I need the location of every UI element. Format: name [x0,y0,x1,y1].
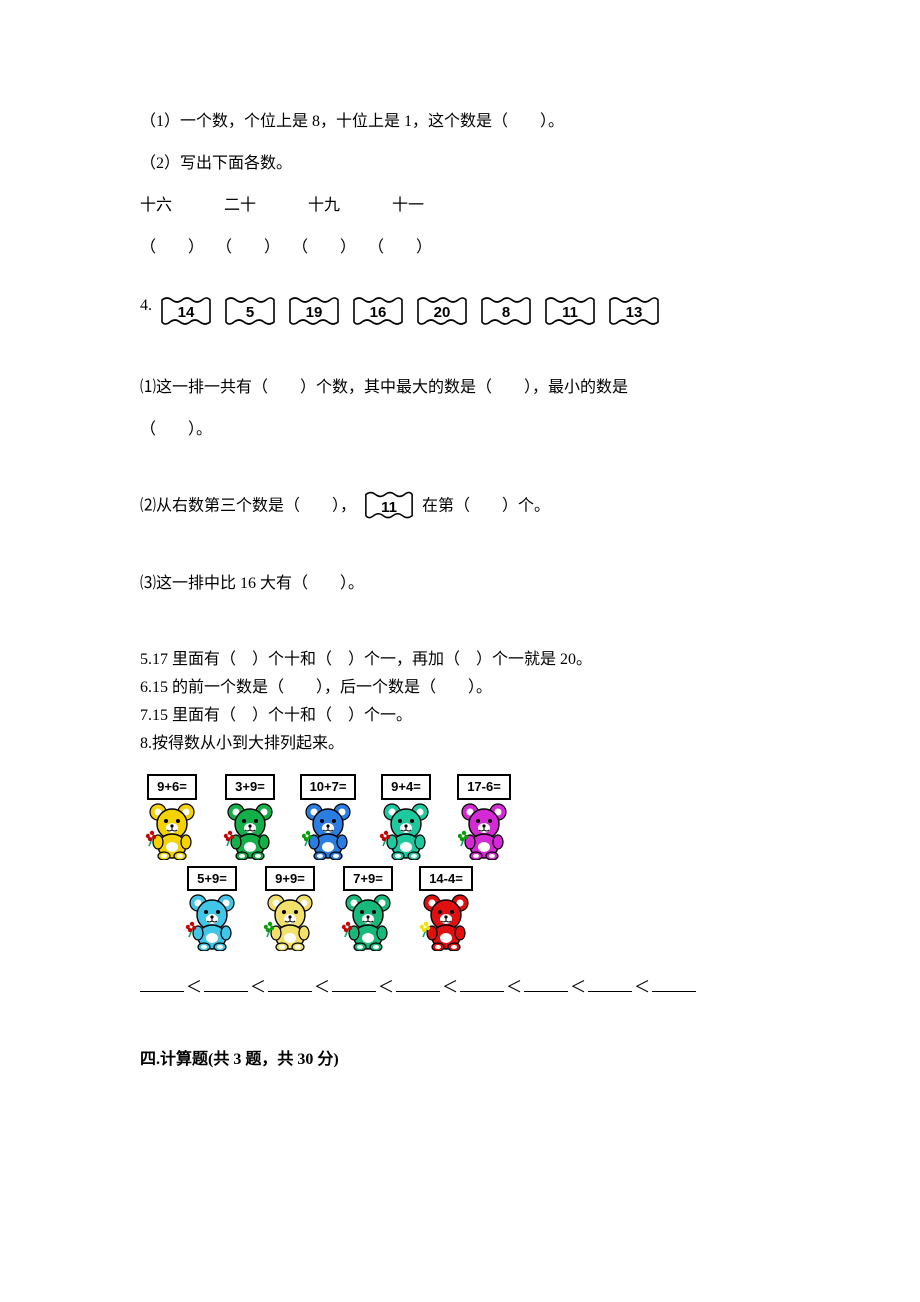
question-1: （1）一个数，个位上是 8，十位上是 1，这个数是（ ）。 [140,110,780,134]
blank-paren: （ ） [216,236,280,260]
less-than-symbol: ＜ [632,976,652,1000]
bear-equation-label: 14-4= [419,866,473,892]
bears-row-2: 5+9= 9+9= [140,866,780,952]
question-4-sub1b: （ ）。 [140,418,780,442]
bears-row-1: 9+6= 3+9= [140,774,780,860]
flag-number: 11 [562,302,578,325]
chinese-number: 二十 [224,194,256,218]
blank-underline [524,975,568,992]
bear-icon [180,893,244,951]
flag: 20 [414,296,470,330]
blank-underline [204,975,248,992]
blank-underline [396,975,440,992]
bear-card: 9+6= [140,774,204,860]
question-4: 4. 14 5 19 16 20 8 11 13 [140,288,780,354]
less-than-symbol: ＜ [376,976,396,1000]
flag: 5 [222,296,278,330]
flag: 19 [286,296,342,330]
blank-paren: （ ） [292,236,356,260]
blank-underline [268,975,312,992]
less-than-symbol: ＜ [312,976,332,1000]
question-4-sub2-a: ⑵从右数第三个数是（ ）， [140,498,356,515]
blank-underline [460,975,504,992]
chinese-number: 十一 [392,194,424,218]
bear-card: 9+4= [374,774,438,860]
bear-equation-label: 9+4= [381,774,431,800]
bear-card: 5+9= [180,866,244,952]
less-than-symbol: ＜ [440,976,460,1000]
blank-underline [332,975,376,992]
flag-number: 16 [370,302,387,325]
bear-equation-label: 5+9= [187,866,237,892]
section-4-heading: 四.计算题(共 3 题，共 30 分) [140,1048,780,1072]
bear-equation-label: 9+9= [265,866,315,892]
blank-paren: （ ） [140,236,204,260]
bear-card: 3+9= [218,774,282,860]
chinese-number: 十九 [308,194,340,218]
flag-row: 14 5 19 16 20 8 11 13 [158,296,662,330]
bear-icon [140,802,204,860]
question-4-label: 4. [140,288,152,318]
bear-equation-label: 7+9= [343,866,393,892]
bear-icon [414,893,478,951]
flag-number: 20 [434,302,451,325]
question-4-sub1a: ⑴这一排一共有（ ）个数，其中最大的数是（ ），最小的数是 [140,376,780,400]
less-than-symbol: ＜ [248,976,268,1000]
question-6: 6.15 的前一个数是（ ），后一个数是（ ）。 [140,676,780,700]
flag-number: 13 [626,302,643,325]
question-2-blanks: （ ） （ ） （ ） （ ） [140,236,780,260]
worksheet-page: （1）一个数，个位上是 8，十位上是 1，这个数是（ ）。 （2）写出下面各数。… [0,0,920,1302]
question-4-sub3: ⑶这一排中比 16 大有（ ）。 [140,572,780,596]
flag-number: 8 [502,302,510,325]
flag-number: 14 [178,302,195,325]
flag: 11 [542,296,598,330]
flag: 13 [606,296,662,330]
bear-icon [452,802,516,860]
bear-icon [296,802,360,860]
less-than-symbol: ＜ [184,976,204,1000]
bear-card: 7+9= [336,866,400,952]
bear-equation-label: 3+9= [225,774,275,800]
flag-number: 5 [246,302,254,325]
less-than-symbol: ＜ [504,976,524,1000]
bear-icon [258,893,322,951]
bears-block: 9+6= 3+9= [140,774,780,951]
ordering-blanks: ＜ ＜ ＜ ＜ ＜ ＜ ＜ ＜ [140,975,780,1000]
bear-equation-label: 9+6= [147,774,197,800]
question-4-sub2-b: 在第（ ）个。 [422,498,550,515]
question-5: 5.17 里面有（ ）个十和（ ）个一，再加（ ）个一就是 20。 [140,648,780,672]
bear-equation-label: 10+7= [300,774,357,800]
bear-icon [336,893,400,951]
question-2-prompt: （2）写出下面各数。 [140,152,780,176]
flag: 14 [158,296,214,330]
blank-underline [652,975,696,992]
blank-underline [588,975,632,992]
blank-underline [140,975,184,992]
flag-number: 11 [381,497,397,520]
inline-flag-11: 11 [362,490,416,524]
bear-card: 17-6= [452,774,516,860]
question-2-words: 十六 二十 十九 十一 [140,194,780,218]
flag: 8 [478,296,534,330]
bear-card: 10+7= [296,774,360,860]
bear-card: 9+9= [258,866,322,952]
bear-icon [374,802,438,860]
blank-paren: （ ） [368,236,432,260]
question-8: 8.按得数从小到大排列起来。 [140,732,780,756]
bear-icon [218,802,282,860]
question-4-sub2: ⑵从右数第三个数是（ ）， 11 在第（ ）个。 [140,490,780,524]
less-than-symbol: ＜ [568,976,588,1000]
bear-equation-label: 17-6= [457,774,511,800]
flag: 16 [350,296,406,330]
question-7: 7.15 里面有（ ）个十和（ ）个一。 [140,704,780,728]
chinese-number: 十六 [140,194,172,218]
flag-number: 19 [306,302,323,325]
bear-card: 14-4= [414,866,478,952]
